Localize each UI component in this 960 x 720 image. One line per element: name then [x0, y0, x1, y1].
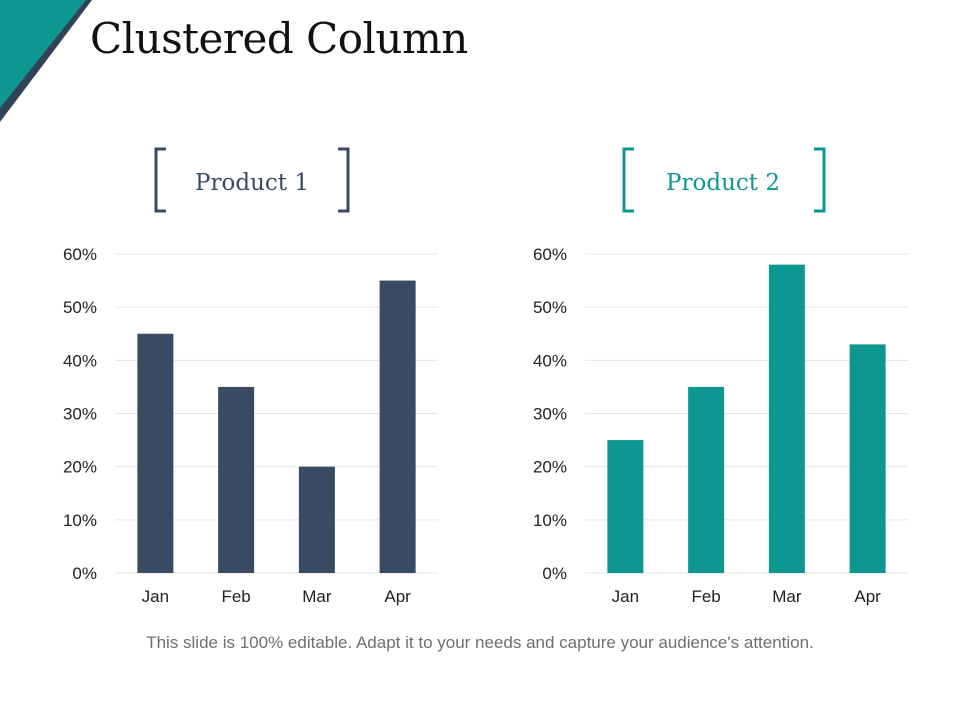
chart-title: Product 2 — [666, 170, 780, 196]
bracket-left — [154, 147, 166, 213]
x-tick-label: Feb — [691, 587, 720, 606]
bracket-right — [338, 147, 350, 213]
y-axis: 0% 10% 20% 30% 40% 50% 60% — [63, 245, 97, 583]
x-tick-label: Apr — [854, 587, 881, 606]
slide-title: Clustered Column — [90, 14, 468, 63]
bar-jan — [137, 333, 174, 573]
y-tick-label: 50% — [63, 298, 97, 317]
bars — [607, 264, 886, 573]
corner-triangle — [0, 0, 86, 108]
y-tick-label: 40% — [63, 351, 97, 370]
corner-decoration — [0, 0, 92, 122]
chart-title-bracket: Product 2 — [622, 147, 826, 213]
y-tick-label: 30% — [63, 405, 97, 424]
x-tick-label: Mar — [302, 587, 332, 606]
bar-jan — [607, 440, 644, 573]
y-tick-label: 60% — [533, 245, 567, 264]
footer-note: This slide is 100% editable. Adapt it to… — [146, 633, 814, 652]
y-tick-label: 0% — [72, 564, 97, 583]
chart-product-2: Product 2 0% 10% 20% 30% 40% 50% 60% Jan Feb Mar… — [533, 147, 908, 606]
y-tick-label: 20% — [533, 458, 567, 477]
y-tick-label: 10% — [533, 511, 567, 530]
x-tick-label: Jan — [612, 587, 639, 606]
bar-mar — [768, 264, 805, 573]
bracket-left — [622, 147, 634, 213]
bar-feb — [688, 386, 725, 573]
y-tick-label: 40% — [533, 351, 567, 370]
y-tick-label: 60% — [63, 245, 97, 264]
chart-product-1: Product 1 0% 10% 20% 30% 40% 50% 60% Jan Feb Mar… — [63, 147, 438, 606]
chart-title-bracket: Product 1 — [154, 147, 350, 213]
chart-title: Product 1 — [195, 170, 309, 196]
bar-apr — [849, 344, 886, 573]
bar-feb — [218, 386, 255, 573]
x-axis: Jan Feb Mar Apr — [612, 587, 882, 606]
x-axis: Jan Feb Mar Apr — [142, 587, 412, 606]
bar-mar — [298, 466, 335, 573]
y-tick-label: 30% — [533, 405, 567, 424]
bracket-right — [814, 147, 826, 213]
bars — [137, 280, 416, 573]
x-tick-label: Apr — [384, 587, 411, 606]
y-tick-label: 0% — [542, 564, 567, 583]
x-tick-label: Feb — [221, 587, 250, 606]
x-tick-label: Jan — [142, 587, 169, 606]
y-tick-label: 20% — [63, 458, 97, 477]
y-tick-label: 10% — [63, 511, 97, 530]
bar-apr — [379, 280, 416, 573]
y-axis: 0% 10% 20% 30% 40% 50% 60% — [533, 245, 567, 583]
y-tick-label: 50% — [533, 298, 567, 317]
x-tick-label: Mar — [772, 587, 802, 606]
